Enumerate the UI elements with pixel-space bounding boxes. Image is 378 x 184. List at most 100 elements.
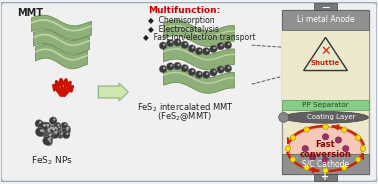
Circle shape: [335, 137, 342, 143]
Circle shape: [62, 126, 70, 135]
Circle shape: [52, 128, 55, 130]
Circle shape: [170, 64, 172, 67]
Circle shape: [62, 131, 70, 139]
Circle shape: [192, 70, 194, 72]
Circle shape: [177, 40, 180, 43]
Circle shape: [290, 135, 296, 140]
Circle shape: [304, 165, 310, 170]
Circle shape: [49, 141, 51, 143]
Circle shape: [341, 165, 347, 170]
Circle shape: [203, 71, 210, 78]
Circle shape: [67, 127, 69, 129]
Circle shape: [55, 125, 62, 131]
Circle shape: [159, 65, 167, 73]
Circle shape: [355, 157, 361, 162]
Circle shape: [206, 49, 208, 52]
Text: (FeS$_2$@MMT): (FeS$_2$@MMT): [158, 111, 212, 123]
Text: Shuttle: Shuttle: [311, 60, 340, 66]
Circle shape: [310, 154, 316, 160]
Circle shape: [57, 124, 60, 126]
Circle shape: [48, 126, 57, 134]
Circle shape: [192, 46, 194, 49]
Circle shape: [52, 127, 54, 129]
Circle shape: [285, 146, 291, 151]
Circle shape: [217, 43, 225, 50]
Polygon shape: [164, 67, 234, 93]
Bar: [282, 10, 369, 30]
Circle shape: [228, 43, 230, 45]
FancyArrow shape: [98, 83, 128, 101]
Circle shape: [62, 125, 71, 133]
Circle shape: [184, 43, 187, 45]
Circle shape: [51, 125, 59, 133]
Circle shape: [213, 70, 216, 73]
Circle shape: [181, 41, 189, 49]
Circle shape: [50, 129, 60, 139]
Circle shape: [64, 123, 67, 125]
Circle shape: [177, 64, 180, 66]
Circle shape: [50, 137, 51, 139]
Text: +: +: [321, 172, 330, 182]
Circle shape: [170, 41, 172, 43]
Circle shape: [60, 133, 62, 135]
Circle shape: [56, 128, 58, 130]
Circle shape: [40, 129, 43, 132]
Circle shape: [279, 112, 289, 122]
Polygon shape: [34, 30, 89, 54]
Circle shape: [50, 129, 59, 138]
Circle shape: [48, 134, 51, 136]
Circle shape: [290, 157, 296, 162]
Circle shape: [58, 131, 64, 137]
Circle shape: [323, 124, 328, 129]
Circle shape: [50, 133, 52, 135]
Circle shape: [48, 126, 55, 133]
Polygon shape: [36, 45, 87, 69]
Text: Fast: Fast: [316, 140, 335, 149]
Text: ✕: ✕: [320, 45, 331, 58]
Circle shape: [48, 126, 55, 132]
Circle shape: [163, 67, 165, 69]
Circle shape: [203, 48, 210, 55]
Circle shape: [302, 146, 308, 152]
Text: FeS$_2$ NPs: FeS$_2$ NPs: [31, 154, 73, 167]
FancyBboxPatch shape: [1, 2, 377, 182]
Circle shape: [35, 127, 45, 137]
Circle shape: [43, 136, 52, 145]
Circle shape: [55, 131, 58, 134]
Ellipse shape: [282, 112, 369, 123]
Circle shape: [220, 44, 223, 46]
Circle shape: [57, 132, 64, 138]
Circle shape: [206, 72, 208, 75]
Circle shape: [166, 63, 174, 70]
Circle shape: [48, 128, 50, 130]
Circle shape: [61, 122, 68, 129]
Circle shape: [46, 140, 52, 146]
Circle shape: [342, 146, 349, 152]
Circle shape: [43, 128, 52, 137]
Circle shape: [46, 138, 53, 144]
Circle shape: [199, 49, 201, 51]
Circle shape: [220, 68, 223, 70]
Circle shape: [188, 45, 196, 52]
Bar: [282, 100, 369, 109]
Polygon shape: [32, 15, 91, 40]
Circle shape: [44, 132, 53, 141]
Circle shape: [47, 132, 53, 138]
Circle shape: [53, 118, 56, 121]
Text: ◆  Electrocatalysis: ◆ Electrocatalysis: [148, 25, 219, 34]
Circle shape: [39, 121, 42, 124]
Circle shape: [52, 128, 55, 130]
Circle shape: [304, 127, 310, 132]
Text: ◆  Chemisorption: ◆ Chemisorption: [148, 16, 215, 25]
Text: PP Separator: PP Separator: [302, 102, 349, 108]
Ellipse shape: [289, 127, 363, 170]
Circle shape: [52, 127, 54, 129]
Circle shape: [213, 47, 216, 49]
Circle shape: [210, 45, 217, 53]
Circle shape: [166, 39, 174, 47]
Circle shape: [174, 62, 181, 70]
Circle shape: [322, 157, 329, 164]
Circle shape: [199, 72, 201, 75]
Bar: [313, 174, 338, 181]
Circle shape: [48, 126, 57, 135]
